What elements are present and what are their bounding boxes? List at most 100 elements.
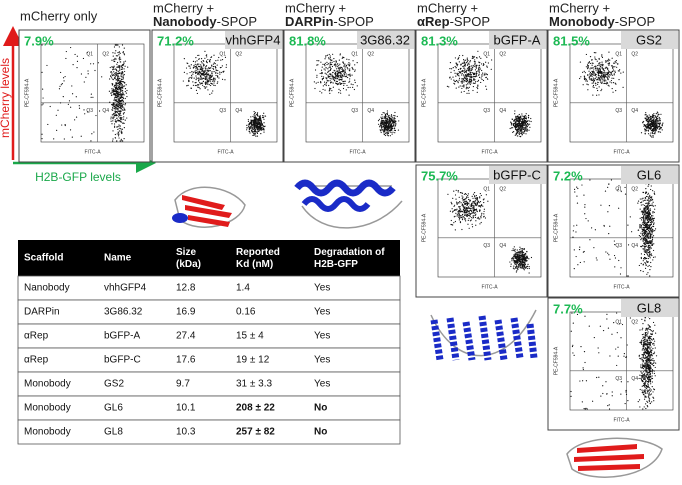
dot xyxy=(461,85,463,87)
dot xyxy=(459,207,461,209)
dot xyxy=(55,114,57,116)
dot xyxy=(475,198,477,200)
dot xyxy=(247,127,249,129)
dot xyxy=(118,76,120,78)
dot xyxy=(203,65,205,67)
dot xyxy=(115,90,117,93)
dot xyxy=(114,44,116,46)
dot xyxy=(205,69,207,71)
dot xyxy=(466,57,468,59)
dot xyxy=(595,52,597,54)
dot xyxy=(478,72,480,74)
dot xyxy=(124,103,127,105)
dot xyxy=(479,205,481,207)
dot xyxy=(595,69,597,71)
dot xyxy=(330,78,332,80)
dot xyxy=(388,120,390,122)
dot xyxy=(516,261,518,263)
dot xyxy=(260,127,263,129)
dot xyxy=(591,62,593,64)
dot xyxy=(587,65,590,67)
dot xyxy=(186,73,188,75)
dot xyxy=(647,254,649,256)
dot xyxy=(591,82,593,84)
dot xyxy=(645,248,647,251)
dot xyxy=(651,231,653,233)
dot xyxy=(513,246,515,248)
dot xyxy=(601,71,603,74)
dot xyxy=(342,69,344,71)
dot xyxy=(214,84,216,87)
dot xyxy=(520,115,522,117)
dot xyxy=(521,262,523,264)
dot xyxy=(649,204,652,207)
dot xyxy=(253,123,255,126)
dot xyxy=(639,217,641,219)
dot xyxy=(255,120,257,123)
dot xyxy=(468,86,470,88)
dot xyxy=(520,120,522,122)
dot xyxy=(642,355,645,357)
dot xyxy=(118,94,120,96)
dot xyxy=(212,78,214,80)
dot xyxy=(256,121,258,123)
dot xyxy=(654,347,656,349)
dot xyxy=(583,250,585,253)
dot xyxy=(528,265,530,268)
dot xyxy=(316,60,318,62)
dot xyxy=(377,119,380,122)
quadrant-label: Q4 xyxy=(235,108,242,114)
dot xyxy=(464,209,467,211)
dot xyxy=(469,81,471,83)
dot xyxy=(189,71,191,74)
dot xyxy=(596,71,598,73)
dot xyxy=(643,228,645,230)
dot xyxy=(122,76,124,78)
dot xyxy=(515,120,517,122)
dot xyxy=(325,77,327,79)
dot xyxy=(117,75,119,77)
dot xyxy=(119,57,121,59)
dot xyxy=(650,261,652,264)
dot xyxy=(641,237,643,240)
dot xyxy=(651,218,653,220)
dot xyxy=(252,132,254,134)
dot xyxy=(648,247,650,249)
dot xyxy=(386,121,388,124)
dot xyxy=(653,113,655,115)
dot xyxy=(520,267,522,269)
dot xyxy=(338,64,340,67)
dot xyxy=(468,68,470,70)
dot xyxy=(466,204,468,207)
dot xyxy=(198,73,200,75)
dot xyxy=(468,210,470,212)
dot xyxy=(331,74,333,76)
dot xyxy=(389,131,391,133)
dot xyxy=(390,131,392,134)
dot xyxy=(121,84,123,86)
quadrant-label: Q3 xyxy=(483,108,490,114)
dot xyxy=(660,126,663,129)
dot xyxy=(640,253,643,255)
dot xyxy=(121,78,123,81)
dot xyxy=(187,62,189,65)
dot xyxy=(467,210,469,213)
dot xyxy=(260,124,262,127)
dot xyxy=(646,206,648,208)
dot xyxy=(469,78,471,80)
dot xyxy=(644,221,647,223)
dot xyxy=(112,67,114,69)
dot xyxy=(576,224,578,226)
dot xyxy=(109,101,111,103)
dot xyxy=(521,115,523,117)
dot xyxy=(254,129,257,131)
dot xyxy=(196,63,199,65)
dot xyxy=(68,100,71,102)
dot xyxy=(608,62,610,64)
dot xyxy=(117,85,119,87)
dot xyxy=(220,71,222,74)
dot xyxy=(573,188,576,190)
dot xyxy=(512,131,514,133)
dot xyxy=(253,130,255,133)
dot xyxy=(652,120,654,122)
